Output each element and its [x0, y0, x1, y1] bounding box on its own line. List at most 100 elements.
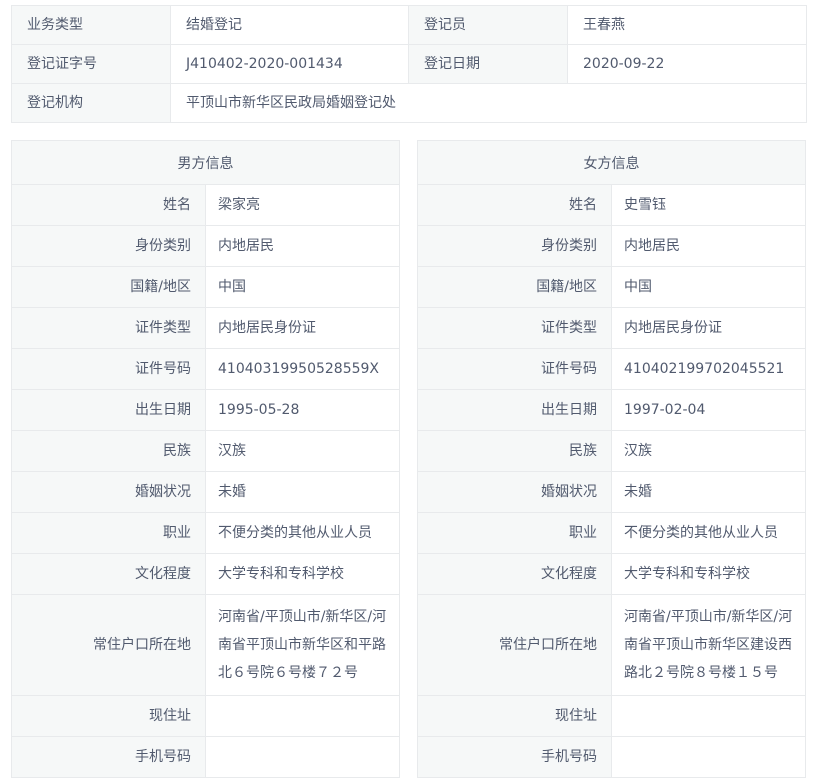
table-row: 民族 汉族 [417, 430, 806, 472]
table-row: 常住户口所在地 河南省/平顶山市/新华区/河南省平顶山市新华区建设西路北２号院８号… [417, 594, 806, 696]
table-row: 现住址 [417, 695, 806, 737]
male-field-value: 内地居民身份证 [205, 307, 400, 349]
table-row: 业务类型 结婚登记 登记员 王春燕 [11, 5, 807, 45]
female-field-label: 民族 [417, 430, 612, 472]
female-field-value: 汉族 [611, 430, 806, 472]
female-field-label: 现住址 [417, 695, 612, 737]
registration-date-label: 登记日期 [408, 44, 568, 84]
female-field-value: 史雪钰 [611, 184, 806, 226]
business-type-value: 结婚登记 [170, 5, 409, 45]
table-row: 姓名 史雪钰 [417, 184, 806, 226]
female-field-label: 国籍/地区 [417, 266, 612, 308]
male-field-label: 证件类型 [11, 307, 206, 349]
male-field-value [205, 695, 400, 737]
female-field-value: 内地居民身份证 [611, 307, 806, 349]
male-field-label: 民族 [11, 430, 206, 472]
registration-office-label: 登记机构 [11, 83, 171, 123]
table-row: 登记机构 平顶山市新华区民政局婚姻登记处 [11, 83, 807, 123]
male-info-panel: 男方信息 姓名 梁家亮 身份类别 内地居民 国籍/地区 中国 证件类型 内地居民身份证 证件号码… [11, 140, 400, 778]
female-info-panel: 女方信息 姓名 史雪钰 身份类别 内地居民 国籍/地区 中国 证件类型 内地居民身份证 证件号码… [417, 140, 806, 778]
party-panels: 男方信息 姓名 梁家亮 身份类别 内地居民 国籍/地区 中国 证件类型 内地居民身份证 证件号码… [11, 140, 806, 778]
female-field-value: 未婚 [611, 471, 806, 513]
table-row: 婚姻状况 未婚 [11, 471, 400, 513]
female-field-label: 身份类别 [417, 225, 612, 267]
certificate-number-label: 登记证字号 [11, 44, 171, 84]
male-field-value: 41040319950528559X [205, 348, 400, 390]
table-row: 出生日期 1995-05-28 [11, 389, 400, 431]
table-row: 现住址 [11, 695, 400, 737]
female-field-value: 410402199702045521 [611, 348, 806, 390]
female-field-label: 证件类型 [417, 307, 612, 349]
registration-summary-section: 业务类型 结婚登记 登记员 王春燕 登记证字号 J410402-2020-001… [11, 5, 807, 123]
female-field-value: 1997-02-04 [611, 389, 806, 431]
table-row: 身份类别 内地居民 [417, 225, 806, 267]
table-row: 证件号码 41040319950528559X [11, 348, 400, 390]
male-field-label: 文化程度 [11, 553, 206, 595]
table-row: 证件类型 内地居民身份证 [417, 307, 806, 349]
male-field-value [205, 736, 400, 778]
table-row: 职业 不便分类的其他从业人员 [11, 512, 400, 554]
female-field-value: 不便分类的其他从业人员 [611, 512, 806, 554]
male-field-label: 证件号码 [11, 348, 206, 390]
registrar-label: 登记员 [408, 5, 568, 45]
table-row: 证件号码 410402199702045521 [417, 348, 806, 390]
table-row: 婚姻状况 未婚 [417, 471, 806, 513]
female-field-label: 职业 [417, 512, 612, 554]
male-field-value: 河南省/平顶山市/新华区/河南省平顶山市新华区和平路北６号院６号楼７２号 [205, 594, 400, 696]
registrar-value: 王春燕 [567, 5, 807, 45]
female-field-value [611, 736, 806, 778]
male-field-label: 常住户口所在地 [11, 594, 206, 696]
table-row: 常住户口所在地 河南省/平顶山市/新华区/河南省平顶山市新华区和平路北６号院６号楼… [11, 594, 400, 696]
registration-office-value: 平顶山市新华区民政局婚姻登记处 [170, 83, 807, 123]
male-field-label: 姓名 [11, 184, 206, 226]
male-field-label: 出生日期 [11, 389, 206, 431]
male-field-value: 大学专科和专科学校 [205, 553, 400, 595]
female-field-label: 婚姻状况 [417, 471, 612, 513]
female-field-label: 姓名 [417, 184, 612, 226]
female-info-table: 女方信息 姓名 史雪钰 身份类别 内地居民 国籍/地区 中国 证件类型 内地居民身份证 证件号码… [417, 140, 806, 778]
male-info-table: 男方信息 姓名 梁家亮 身份类别 内地居民 国籍/地区 中国 证件类型 内地居民身份证 证件号码… [11, 140, 400, 778]
female-field-label: 证件号码 [417, 348, 612, 390]
male-field-value: 1995-05-28 [205, 389, 400, 431]
female-field-value [611, 695, 806, 737]
female-info-rows: 姓名 史雪钰 身份类别 内地居民 国籍/地区 中国 证件类型 内地居民身份证 证件号码 41040… [417, 184, 806, 778]
table-row: 职业 不便分类的其他从业人员 [417, 512, 806, 554]
table-row: 文化程度 大学专科和专科学校 [417, 553, 806, 595]
male-field-label: 婚姻状况 [11, 471, 206, 513]
female-field-label: 文化程度 [417, 553, 612, 595]
female-field-value: 内地居民 [611, 225, 806, 267]
marriage-registration-page: 业务类型 结婚登记 登记员 王春燕 登记证字号 J410402-2020-001… [11, 5, 807, 778]
male-field-label: 现住址 [11, 695, 206, 737]
table-row: 民族 汉族 [11, 430, 400, 472]
female-panel-title: 女方信息 [417, 140, 806, 185]
registration-summary-table: 业务类型 结婚登记 登记员 王春燕 登记证字号 J410402-2020-001… [11, 5, 807, 123]
male-field-label: 手机号码 [11, 736, 206, 778]
table-row: 手机号码 [11, 736, 400, 778]
male-info-rows: 姓名 梁家亮 身份类别 内地居民 国籍/地区 中国 证件类型 内地居民身份证 证件号码 41040… [11, 184, 400, 778]
table-row: 证件类型 内地居民身份证 [11, 307, 400, 349]
female-field-value: 河南省/平顶山市/新华区/河南省平顶山市新华区建设西路北２号院８号楼１５号 [611, 594, 806, 696]
male-field-value: 汉族 [205, 430, 400, 472]
female-field-value: 大学专科和专科学校 [611, 553, 806, 595]
business-type-label: 业务类型 [11, 5, 171, 45]
male-panel-title: 男方信息 [11, 140, 400, 185]
registration-date-value: 2020-09-22 [567, 44, 807, 84]
male-field-label: 国籍/地区 [11, 266, 206, 308]
male-field-value: 内地居民 [205, 225, 400, 267]
female-field-value: 中国 [611, 266, 806, 308]
certificate-number-value: J410402-2020-001434 [170, 44, 409, 84]
female-field-label: 常住户口所在地 [417, 594, 612, 696]
table-row: 国籍/地区 中国 [417, 266, 806, 308]
table-row: 文化程度 大学专科和专科学校 [11, 553, 400, 595]
male-field-value: 中国 [205, 266, 400, 308]
table-row: 姓名 梁家亮 [11, 184, 400, 226]
male-field-value: 梁家亮 [205, 184, 400, 226]
female-field-label: 手机号码 [417, 736, 612, 778]
table-row: 手机号码 [417, 736, 806, 778]
table-row: 国籍/地区 中国 [11, 266, 400, 308]
male-field-value: 不便分类的其他从业人员 [205, 512, 400, 554]
table-row: 身份类别 内地居民 [11, 225, 400, 267]
male-field-label: 职业 [11, 512, 206, 554]
male-field-label: 身份类别 [11, 225, 206, 267]
male-field-value: 未婚 [205, 471, 400, 513]
